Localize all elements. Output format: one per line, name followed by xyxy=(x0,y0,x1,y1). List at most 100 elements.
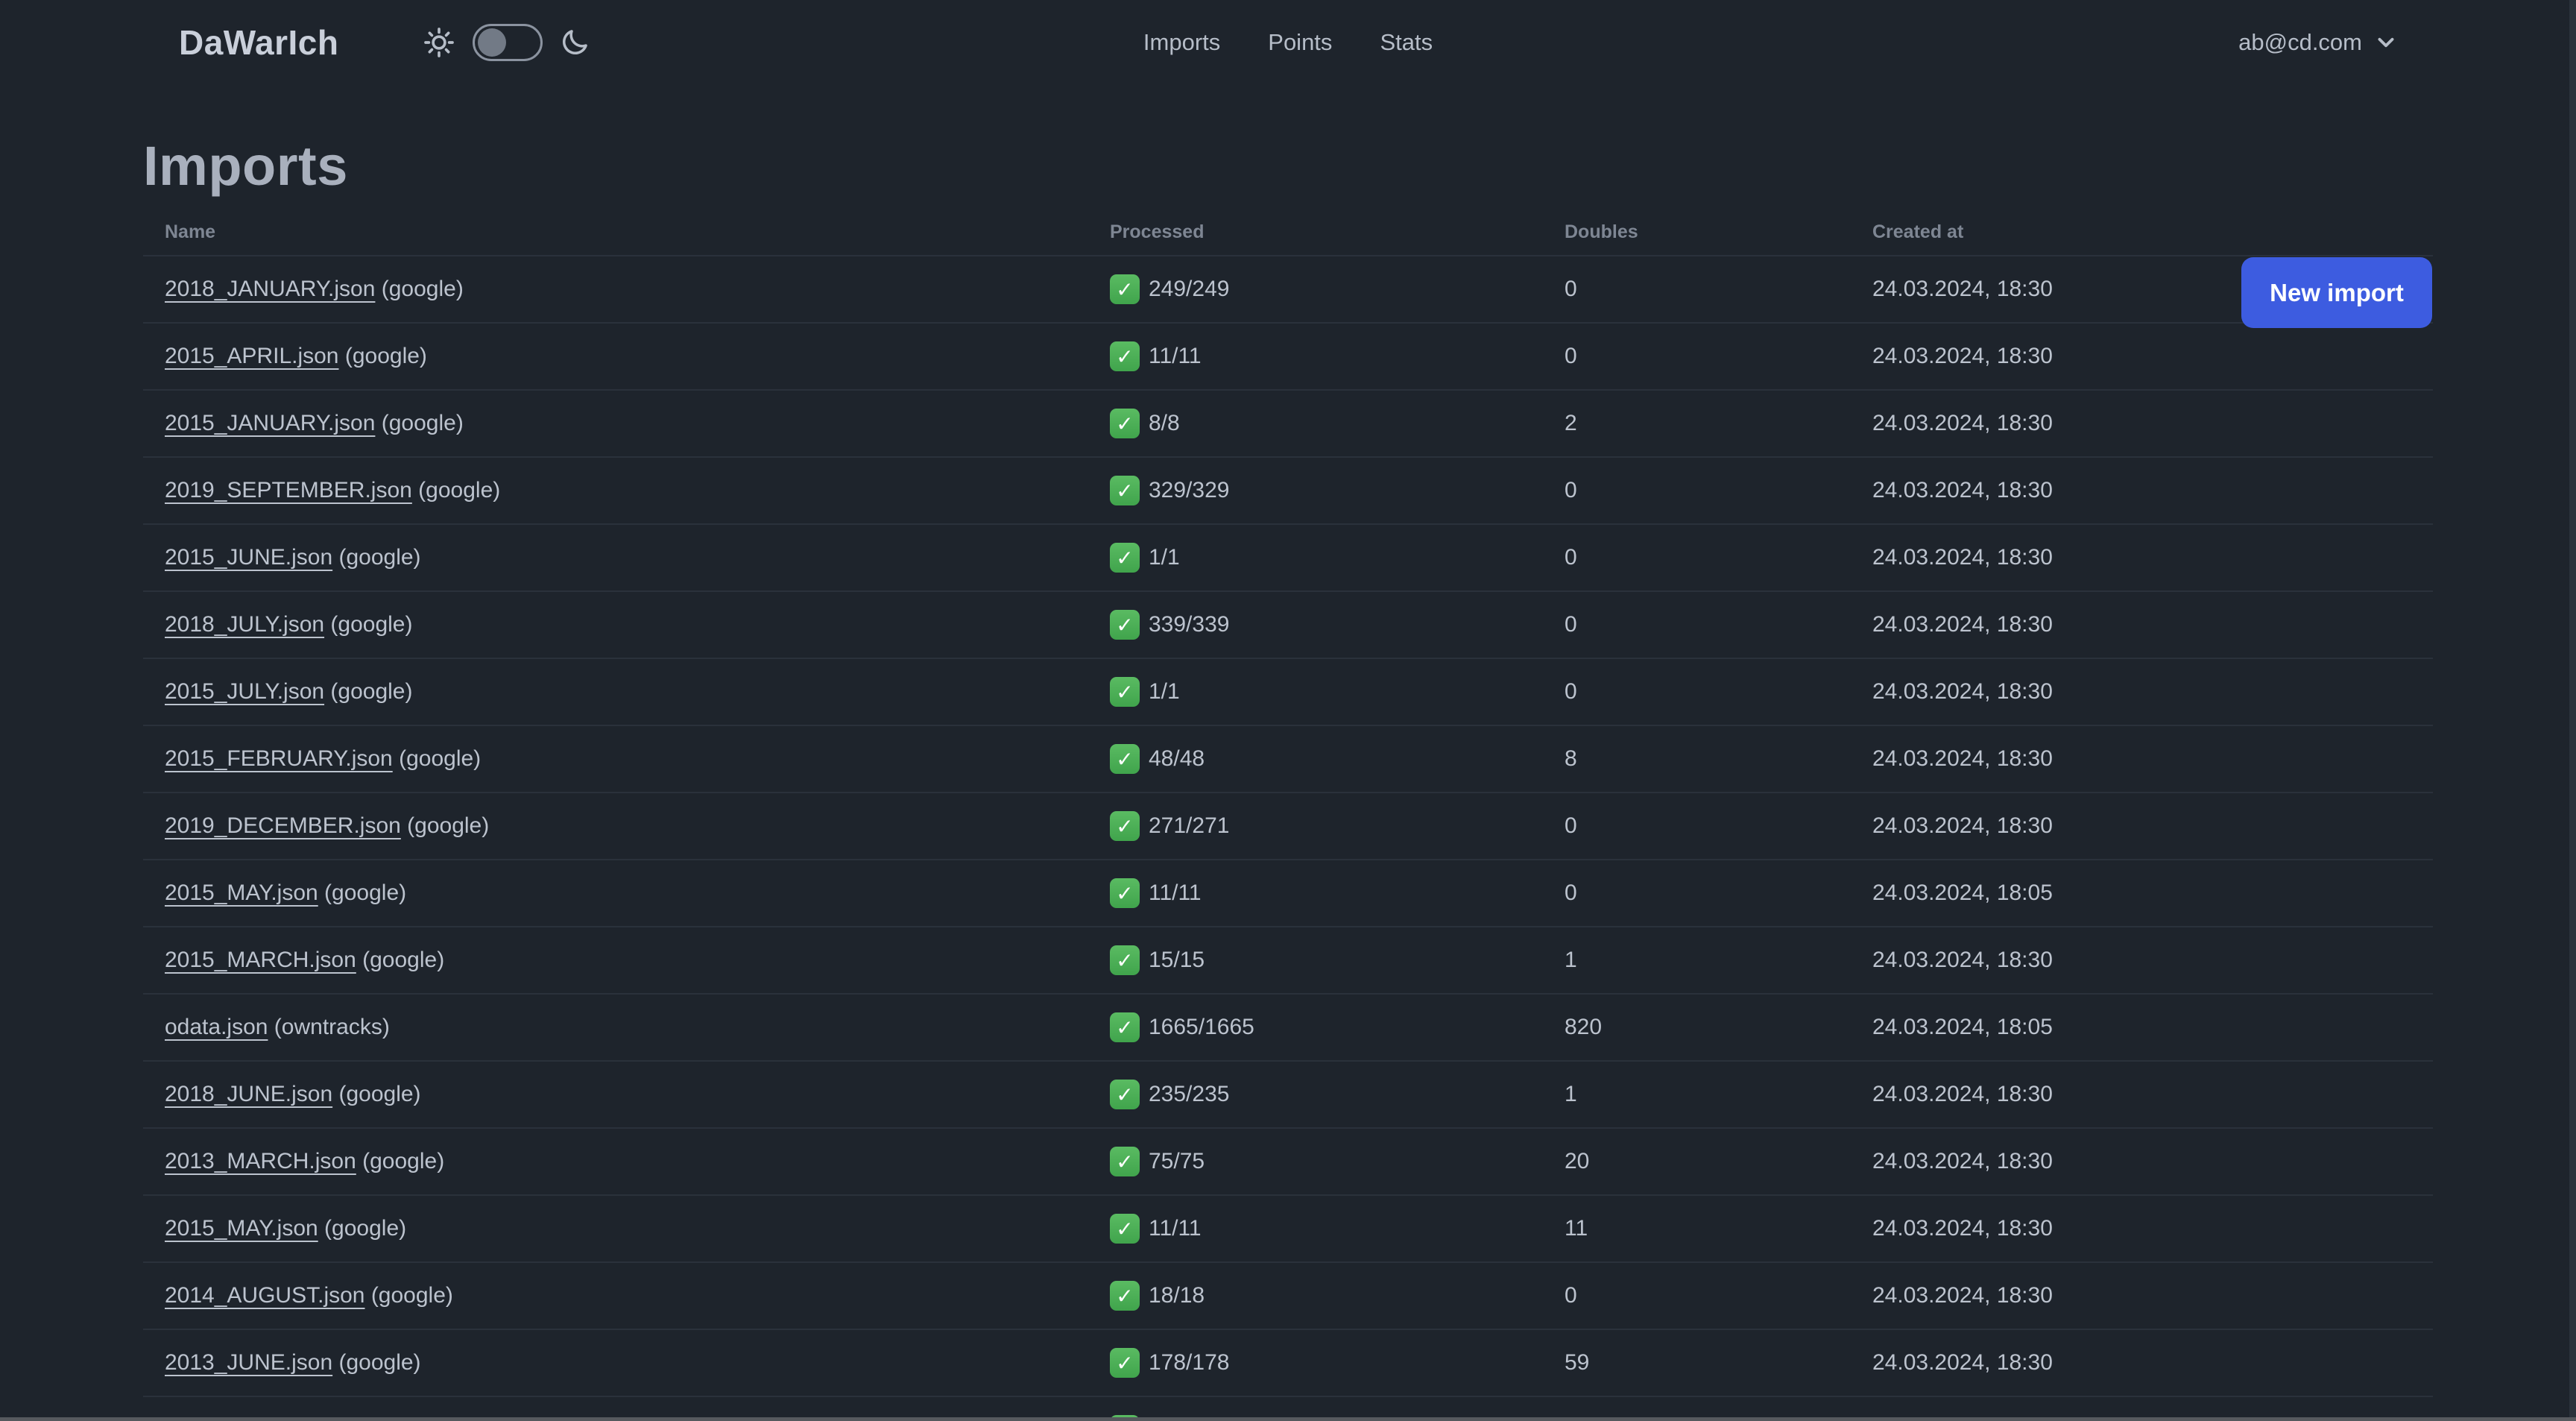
created-at-value: 24.03.2024, 18:30 xyxy=(1872,1082,2053,1106)
nav-link-points[interactable]: Points xyxy=(1268,29,1333,55)
import-file-link[interactable]: 2018_JULY.json xyxy=(165,612,325,637)
processed-count: 235/235 xyxy=(1149,1082,1230,1106)
import-file-link[interactable]: 2015_APRIL.json xyxy=(165,344,339,368)
user-menu[interactable]: ab@cd.com xyxy=(2238,29,2398,56)
doubles-count: 1 xyxy=(1565,948,1577,972)
import-file-link[interactable]: odata.json xyxy=(165,1015,268,1039)
nav-link-imports[interactable]: Imports xyxy=(1143,29,1221,55)
vertical-scrollbar[interactable] xyxy=(2569,0,2576,1421)
processed-count: 8/8 xyxy=(1149,411,1180,435)
import-file-link[interactable]: 2013_MARCH.json xyxy=(165,1149,356,1173)
chevron-down-icon xyxy=(2374,31,2398,54)
doubles-count: 0 xyxy=(1565,880,1577,905)
created-at-value: 24.03.2024, 18:05 xyxy=(1872,880,2053,905)
import-file-link[interactable]: 2015_MAY.json xyxy=(165,1216,318,1241)
created-at-value: 24.03.2024, 18:30 xyxy=(1872,545,2053,570)
sun-icon xyxy=(422,25,456,60)
doubles-count: 11 xyxy=(1565,1216,1588,1241)
import-file-link[interactable]: 2019_SEPTEMBER.json xyxy=(165,478,412,502)
import-file-link[interactable]: 2018_JUNE.json xyxy=(165,1082,333,1106)
import-source-label: (google) xyxy=(411,478,501,502)
import-file-link[interactable]: 2013_JUNE.json xyxy=(165,1350,333,1375)
processed-count: 1/1 xyxy=(1149,679,1180,704)
success-check-icon: ✓ xyxy=(1110,1012,1140,1042)
import-file-link[interactable]: 2015_MARCH.json xyxy=(165,948,356,972)
table-body: 2018_JANUARY.json (google) ✓ 249/249 0 2… xyxy=(143,255,2433,1421)
processed-count: 11/11 xyxy=(1149,344,1202,368)
import-source-label: (google) xyxy=(392,746,482,771)
app-logo[interactable]: DaWarIch xyxy=(179,23,339,62)
import-file-link[interactable]: 2015_JUNE.json xyxy=(165,545,333,570)
doubles-count: 0 xyxy=(1565,277,1577,301)
import-source-label: (google) xyxy=(318,880,407,905)
success-check-icon: ✓ xyxy=(1110,1080,1140,1109)
table-row: 2013_JUNE.json (google) ✓ 178/178 59 24.… xyxy=(143,1329,2433,1396)
table-row: 2015_JANUARY.json (google) ✓ 8/8 2 24.03… xyxy=(143,389,2433,456)
import-source-label: (owntracks) xyxy=(268,1015,390,1039)
import-source-label: (google) xyxy=(332,1082,421,1106)
import-file-link[interactable]: 2015_FEBRUARY.json xyxy=(165,746,393,771)
table-row: 2015_MAY.json (google) ✓ 11/11 0 24.03.2… xyxy=(143,859,2433,926)
table-row: 2015_JULY.json (google) ✓ 1/1 0 24.03.20… xyxy=(143,658,2433,725)
import-source-label: (google) xyxy=(364,1283,453,1308)
table-row: 2018_JULY.json (google) ✓ 339/339 0 24.0… xyxy=(143,590,2433,658)
import-source-label: (google) xyxy=(332,545,421,570)
doubles-count: 59 xyxy=(1565,1350,1590,1375)
user-email: ab@cd.com xyxy=(2238,29,2362,55)
processed-count: 178/178 xyxy=(1149,1350,1230,1375)
doubles-count: 1 xyxy=(1565,1082,1577,1106)
table-row: 2014_AUGUST.json (google) ✓ 18/18 0 24.0… xyxy=(143,1261,2433,1329)
column-header-doubles: Doubles xyxy=(1565,221,1638,242)
imports-table: Name Processed Doubles Created at 2018_J… xyxy=(143,209,2433,1421)
created-at-value: 24.03.2024, 18:30 xyxy=(1872,344,2053,368)
doubles-count: 0 xyxy=(1565,679,1577,704)
doubles-count: 0 xyxy=(1565,478,1577,502)
page-title: Imports xyxy=(143,135,348,197)
table-row: 2015_APRIL.json (google) ✓ 11/11 0 24.03… xyxy=(143,322,2433,389)
import-source-label: (google) xyxy=(318,1216,407,1241)
success-check-icon: ✓ xyxy=(1110,1281,1140,1311)
created-at-value: 24.03.2024, 18:30 xyxy=(1872,1350,2053,1375)
success-check-icon: ✓ xyxy=(1110,945,1140,975)
processed-count: 1665/1665 xyxy=(1149,1015,1254,1039)
success-check-icon: ✓ xyxy=(1110,878,1140,908)
success-check-icon: ✓ xyxy=(1110,341,1140,371)
import-source-label: (google) xyxy=(375,277,464,301)
table-row: 2018_JANUARY.json (google) ✓ 249/249 0 2… xyxy=(143,255,2433,322)
processed-count: 11/11 xyxy=(1149,880,1202,905)
doubles-count: 0 xyxy=(1565,813,1577,838)
doubles-count: 820 xyxy=(1565,1015,1603,1039)
doubles-count: 0 xyxy=(1565,344,1577,368)
column-header-created-at: Created at xyxy=(1872,221,1964,242)
import-file-link[interactable]: 2015_JULY.json xyxy=(165,679,325,704)
table-row: 2015_MAY.json (google) ✓ 11/11 11 24.03.… xyxy=(143,1194,2433,1261)
import-file-link[interactable]: 2018_JANUARY.json xyxy=(165,277,376,301)
horizontal-scrollbar[interactable] xyxy=(0,1417,2576,1421)
theme-toggle-switch[interactable] xyxy=(473,24,543,61)
success-check-icon: ✓ xyxy=(1110,744,1140,774)
import-source-label: (google) xyxy=(400,813,490,838)
import-file-link[interactable]: 2015_MAY.json xyxy=(165,880,318,905)
nav-link-stats[interactable]: Stats xyxy=(1380,29,1433,55)
import-file-link[interactable]: 2014_AUGUST.json xyxy=(165,1283,365,1308)
processed-count: 15/15 xyxy=(1149,948,1205,972)
success-check-icon: ✓ xyxy=(1110,1348,1140,1378)
doubles-count: 0 xyxy=(1565,612,1577,637)
success-check-icon: ✓ xyxy=(1110,1214,1140,1244)
table-row: 2018_JUNE.json (google) ✓ 235/235 1 24.0… xyxy=(143,1060,2433,1127)
created-at-value: 24.03.2024, 18:05 xyxy=(1872,1015,2053,1039)
processed-count: 329/329 xyxy=(1149,478,1230,502)
doubles-count: 20 xyxy=(1565,1149,1590,1173)
table-row: 2019_SEPTEMBER.json (google) ✓ 329/329 0… xyxy=(143,456,2433,523)
theme-toggle-group xyxy=(422,24,590,61)
processed-count: 11/11 xyxy=(1149,1216,1202,1241)
import-file-link[interactable]: 2015_JANUARY.json xyxy=(165,411,376,435)
processed-count: 18/18 xyxy=(1149,1283,1205,1308)
new-import-button[interactable]: New import xyxy=(2241,257,2432,328)
created-at-value: 24.03.2024, 18:30 xyxy=(1872,813,2053,838)
import-source-label: (google) xyxy=(332,1350,421,1375)
table-row: 2015_JUNE.json (google) ✓ 1/1 0 24.03.20… xyxy=(143,523,2433,590)
created-at-value: 24.03.2024, 18:30 xyxy=(1872,277,2053,301)
success-check-icon: ✓ xyxy=(1110,476,1140,505)
import-file-link[interactable]: 2019_DECEMBER.json xyxy=(165,813,401,838)
